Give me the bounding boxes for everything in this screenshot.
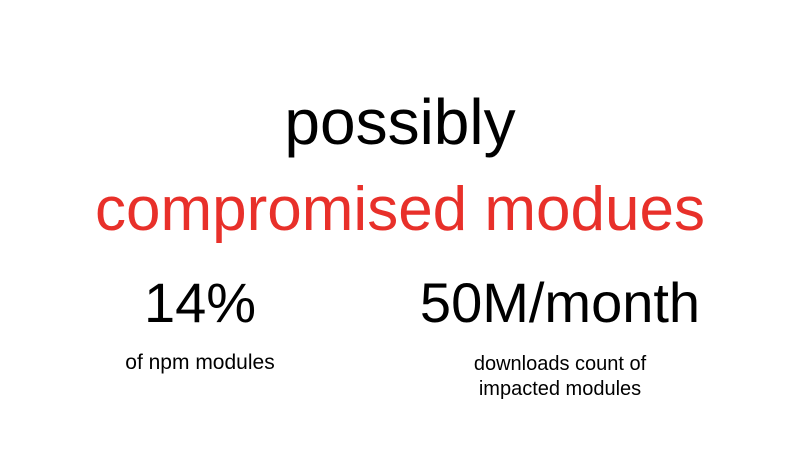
stat-caption: of npm modules (125, 351, 275, 374)
stat-value: 50M/month (419, 271, 701, 334)
stat-caption: downloads count of impacted modules (473, 353, 647, 400)
headline-line-1: possibly (284, 86, 516, 158)
headline-line-2: compromised modues (95, 175, 705, 244)
stat-value: 14% (143, 271, 257, 334)
